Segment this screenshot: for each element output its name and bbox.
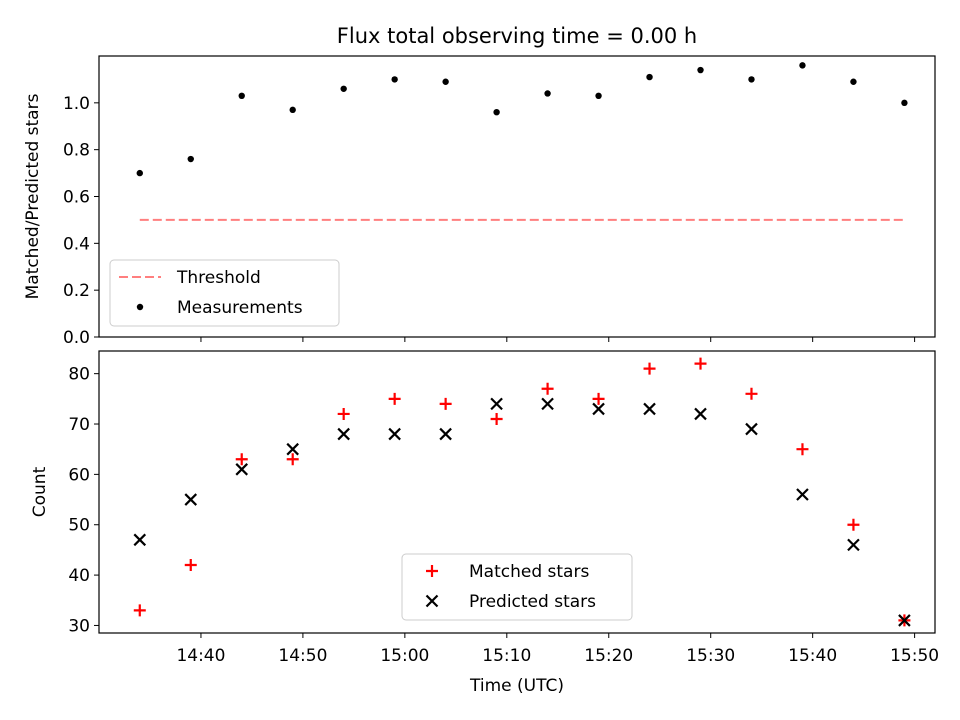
y-tick-label: 0.8 [63, 141, 90, 161]
matched-star-point [439, 397, 452, 410]
predicted-star-point [847, 538, 860, 552]
predicted-star-point [694, 407, 707, 421]
legend: Threshold Measurements [109, 259, 340, 327]
y-tick-label: 60 [68, 465, 90, 485]
predicted-star-point [745, 422, 758, 436]
measurement-point [340, 85, 347, 92]
matched-star-point [541, 382, 554, 395]
x-tick-label: 15:50 [890, 646, 939, 666]
count-panel: 30 40 50 60 70 80 14:40 14:50 15:00 15:10 15:20 15:… [30, 350, 939, 696]
ratio-panel: 0.0 0.2 0.4 0.6 0.8 1.0 Matched/Predicted star… [23, 55, 936, 348]
y-tick-label: 0.0 [63, 328, 90, 348]
measurement-point [289, 106, 296, 114]
matched-star-point [847, 518, 860, 531]
predicted-star-point [643, 402, 656, 416]
x-tick-label: 15:10 [482, 646, 531, 666]
predicted-star-point [898, 614, 911, 627]
measurement-point [595, 92, 602, 100]
legend-predicted-swatch [425, 594, 439, 608]
matched-star-point [184, 559, 197, 572]
measurement-point [697, 66, 704, 74]
y-tick-label: 50 [68, 516, 90, 536]
legend-box [401, 553, 633, 621]
legend-box [109, 259, 340, 327]
matched-star-point [337, 407, 350, 420]
matched-star-point [745, 387, 758, 400]
measurement-point [748, 76, 755, 83]
y-axis-label: Count [30, 466, 50, 517]
x-tick-label: 14:40 [176, 646, 225, 666]
series-predicted-stars [133, 397, 911, 627]
predicted-star-point [184, 493, 198, 506]
series-measurements [136, 62, 908, 177]
axes-frame [98, 55, 936, 338]
legend-measurements-swatch [136, 303, 144, 311]
matched-star-point [388, 392, 401, 405]
predicted-star-point [235, 463, 249, 476]
measurement-point [544, 90, 551, 97]
x-axis-label: Time (UTC) [469, 676, 564, 696]
predicted-star-point [796, 488, 809, 501]
y-tick-label: 40 [68, 566, 90, 586]
predicted-star-point [388, 427, 401, 441]
y-tick-label: 30 [68, 616, 90, 636]
predicted-star-point [337, 427, 350, 441]
measurement-point [850, 78, 857, 85]
predicted-star-point [592, 402, 605, 416]
y-axis-label: Matched/Predicted stars [23, 93, 43, 299]
matched-star-point [643, 362, 656, 375]
y-tick-label: 0.4 [63, 234, 90, 254]
measurement-point [442, 78, 449, 85]
matched-star-point [796, 443, 809, 456]
matched-star-point [694, 357, 707, 370]
legend: Matched stars Predicted stars [401, 553, 633, 621]
matched-star-point [286, 453, 299, 466]
x-tick-label: 15:30 [686, 646, 735, 666]
y-tick-label: 80 [68, 365, 90, 385]
legend-label: Matched stars [469, 562, 589, 582]
predicted-star-point [490, 397, 503, 411]
legend-label: Threshold [176, 268, 261, 288]
predicted-star-point [541, 397, 554, 411]
y-tick-label: 1.0 [63, 94, 90, 114]
predicted-star-point [133, 533, 147, 547]
measurement-point [136, 169, 143, 177]
matched-star-point [592, 392, 605, 405]
y-tick-label: 70 [68, 415, 90, 435]
measurement-point [391, 76, 398, 83]
measurement-point [238, 92, 245, 100]
matched-star-point [490, 412, 503, 425]
y-tick-label: 0.2 [63, 281, 90, 301]
legend-label: Predicted stars [469, 592, 596, 612]
measurement-point [646, 73, 653, 81]
legend-label: Measurements [177, 298, 303, 318]
predicted-star-point [286, 442, 299, 456]
chart-title: Flux total observing time = 0.00 h [337, 24, 697, 48]
legend-matched-swatch [426, 565, 438, 577]
y-tick-label: 0.6 [63, 188, 90, 208]
measurement-point [799, 62, 806, 69]
measurement-point [493, 109, 500, 116]
x-tick-label: 15:00 [380, 646, 429, 666]
matched-star-point [235, 453, 248, 466]
matched-star-point [133, 604, 146, 617]
predicted-star-point [439, 427, 452, 441]
x-tick-label: 15:40 [788, 646, 837, 666]
measurement-point [901, 99, 908, 107]
x-tick-label: 14:50 [278, 646, 327, 666]
series-matched-stars [133, 357, 911, 627]
x-tick-label: 15:20 [584, 646, 633, 666]
axes-frame [98, 350, 936, 634]
measurement-point [187, 155, 194, 163]
